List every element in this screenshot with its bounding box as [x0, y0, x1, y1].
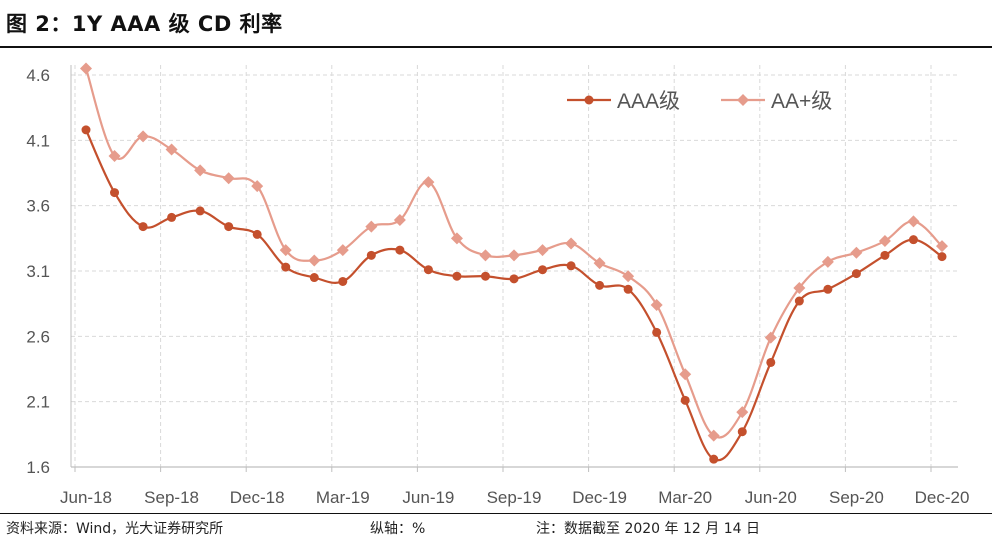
- aa-plus-data-point: [736, 406, 749, 419]
- aaa-data-point: [794, 296, 804, 306]
- axis-unit-note: 纵轴：%: [370, 521, 426, 537]
- y-tick-label: 2.6: [26, 327, 50, 346]
- axes: [70, 65, 958, 472]
- x-tick-label: Jun-20: [745, 488, 797, 507]
- aa-plus-data-point: [907, 215, 920, 228]
- y-tick-label: 4.6: [26, 66, 50, 85]
- aa-plus-data-point: [936, 240, 948, 253]
- aa-plus-data-point: [793, 281, 806, 294]
- figure-title: 图 2：1Y AAA 级 CD 利率: [6, 12, 283, 36]
- aa-plus-data-point: [508, 249, 520, 262]
- y-tick-label: 3.6: [26, 197, 50, 216]
- x-tick-label: Mar-20: [658, 488, 712, 507]
- aa-plus-data-point: [422, 176, 435, 189]
- aaa-data-point: [423, 265, 433, 275]
- y-tick-label: 2.1: [26, 393, 50, 412]
- aaa-data-point: [509, 274, 519, 284]
- aa-plus-data-point: [878, 234, 891, 247]
- aa-plus-data-point: [650, 298, 663, 311]
- aa-plus-data-point: [108, 150, 121, 163]
- legend: AAA级 AA+级: [567, 90, 832, 113]
- aaa-data-point: [452, 271, 462, 281]
- y-tick-label: 1.6: [26, 458, 50, 477]
- aaa-data-point: [737, 427, 747, 437]
- aaa-data-point: [138, 222, 148, 232]
- x-tick-label: Jun-19: [402, 488, 454, 507]
- aa-plus-data-point: [679, 368, 692, 381]
- series: [80, 62, 948, 464]
- aa-plus-data-point: [450, 232, 463, 245]
- x-tick-labels: Jun-18 Sep-18 Dec-18 Mar-19 Jun-19 Sep-19 Dec-…: [60, 488, 969, 507]
- aa-plus-data-point: [137, 130, 150, 143]
- aa-plus-data-point: [222, 172, 235, 185]
- aa-plus-data-point: [251, 180, 264, 193]
- aa-plus-data-point: [764, 331, 777, 344]
- aaa-data-point: [281, 262, 291, 272]
- aaa-data-point: [823, 284, 833, 294]
- aaa-data-point: [851, 269, 861, 279]
- aaa-data-point: [566, 261, 576, 271]
- aa-plus-data-point: [821, 255, 834, 268]
- aaa-data-point: [937, 252, 947, 262]
- aa-plus-data-point: [593, 257, 606, 270]
- y-tick-label: 4.1: [26, 131, 50, 150]
- y-tick-labels: 4.6 4.1 3.6 3.1 2.6 2.1 1.6: [26, 66, 50, 477]
- aa-plus-data-point: [536, 244, 549, 257]
- aa-plus-data-point: [393, 214, 406, 227]
- aa-plus-data-point: [365, 220, 378, 233]
- aaa-data-point: [224, 222, 234, 232]
- aaa-data-point: [81, 125, 91, 135]
- aaa-data-point: [880, 250, 890, 260]
- aa-plus-data-point: [479, 249, 492, 262]
- aa-plus-data-point: [80, 62, 92, 75]
- aa-plus-data-point: [336, 244, 349, 257]
- aa-plus-data-point: [565, 237, 578, 250]
- aaa-data-point: [252, 229, 262, 239]
- aa-plus-data-point: [279, 244, 292, 257]
- x-tick-label: Dec-19: [572, 488, 627, 507]
- aaa-data-point: [338, 276, 348, 286]
- legend-aa-plus-marker: [737, 94, 749, 106]
- aaa-data-point: [709, 454, 719, 464]
- gridlines: [71, 65, 958, 467]
- x-tick-label: Mar-19: [316, 488, 370, 507]
- aaa-data-point: [480, 271, 490, 281]
- aa-plus-data-point: [308, 254, 321, 267]
- aa-plus-data-point: [850, 246, 863, 259]
- aaa-data-point: [167, 212, 177, 222]
- aaa-data-point: [623, 284, 633, 294]
- footer-rule: [0, 513, 992, 514]
- legend-aa-plus-label: AA+级: [771, 90, 832, 113]
- x-tick-label: Sep-19: [487, 488, 542, 507]
- x-tick-label: Dec-20: [915, 488, 970, 507]
- aaa-data-point: [538, 265, 548, 275]
- aaa-data-point: [395, 245, 405, 255]
- line-chart: 4.6 4.1 3.6 3.1 2.6 2.1 1.6 Jun-18 Sep-18 Dec-18…: [26, 62, 969, 507]
- aa-plus-data-point: [707, 429, 720, 442]
- title-rule: [0, 46, 992, 48]
- source-note: 资料来源：Wind，光大证券研究所: [6, 521, 224, 537]
- aaa-data-point: [309, 273, 319, 283]
- y-tick-label: 3.1: [26, 262, 50, 281]
- aaa-data-point: [908, 235, 918, 245]
- aaa-data-point: [680, 395, 690, 405]
- aaa-data-point: [652, 327, 662, 337]
- aaa-data-point: [110, 188, 120, 198]
- x-tick-label: Sep-20: [829, 488, 884, 507]
- aaa-series-line: [84, 129, 943, 462]
- aaa-data-point: [195, 206, 205, 216]
- x-tick-label: Dec-18: [230, 488, 285, 507]
- x-tick-label: Jun-18: [60, 488, 112, 507]
- aa-plus-data-point: [622, 270, 635, 283]
- aa-plus-data-point: [165, 143, 178, 156]
- legend-aaa-marker: [584, 95, 594, 105]
- aaa-data-point: [366, 250, 376, 260]
- data-date-note: 注：数据截至 2020 年 12 月 14 日: [536, 521, 760, 537]
- aaa-data-point: [595, 280, 605, 290]
- aa-plus-data-point: [194, 164, 207, 177]
- legend-aaa-label: AAA级: [617, 90, 680, 113]
- aaa-data-point: [766, 357, 776, 367]
- x-tick-label: Sep-18: [144, 488, 199, 507]
